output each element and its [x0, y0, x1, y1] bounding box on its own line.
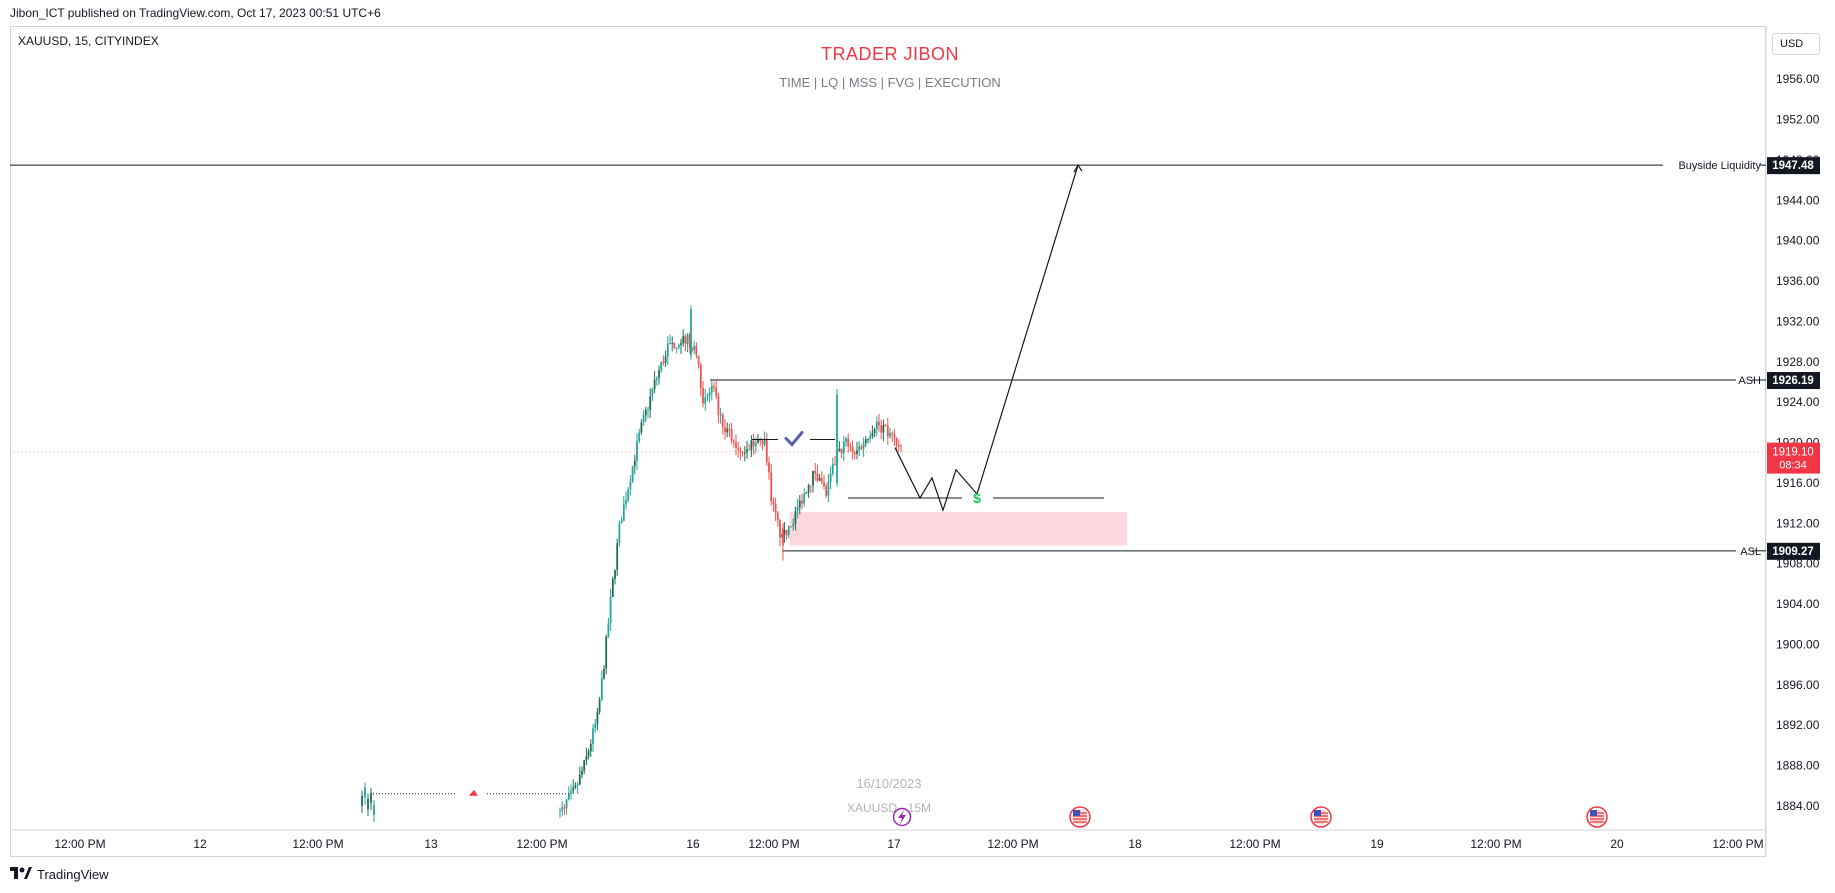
currency-selector[interactable]: USD: [1772, 33, 1820, 55]
price-tick-label: 1900.00: [1776, 637, 1820, 651]
price-tick-label: 1920.00: [1776, 436, 1820, 450]
price-tick-label: 1928.00: [1776, 355, 1820, 369]
price-tick-label: 1952.00: [1776, 113, 1820, 127]
price-tick-label: 1944.00: [1776, 193, 1820, 207]
price-tick-label: 1948.00: [1776, 153, 1820, 167]
level-price-tag: [1767, 542, 1820, 560]
price-tick-label: 1916.00: [1776, 476, 1820, 490]
price-tick-label: 1912.00: [1776, 516, 1820, 530]
level-price-label: 1926.19: [1772, 375, 1814, 387]
level-price-label: 1947.48: [1772, 160, 1814, 172]
footer-brand-label: TradingView: [37, 867, 109, 882]
price-tick-label: 1932.00: [1776, 314, 1820, 328]
footer-brand[interactable]: TradingView: [10, 867, 109, 882]
price-tick-label: 1904.00: [1776, 597, 1820, 611]
publish-header: Jibon_ICT published on TradingView.com, …: [10, 6, 381, 20]
price-tick-label: 1884.00: [1776, 799, 1820, 813]
level-price-tag: [1767, 372, 1820, 390]
chart-title: TRADER JIBON: [820, 44, 959, 64]
price-tick-label: 1896.00: [1776, 678, 1820, 692]
level-price-label: 1909.27: [1772, 546, 1814, 558]
price-tick-label: 1892.00: [1776, 718, 1820, 732]
price-tick-label: 1888.00: [1776, 759, 1820, 773]
countdown-label: 08:34: [1779, 460, 1807, 472]
price-axis: 1956.00 1952.00 1948.00 1944.00 1940.00 1936.…: [1776, 72, 1820, 813]
symbol-label: XAUUSD, 15, CITYINDEX: [18, 34, 159, 48]
chart-frame: [10, 26, 1766, 857]
price-tick-label: 1924.00: [1776, 395, 1820, 409]
level-price-tag: [1767, 157, 1820, 175]
tradingview-logo-icon: [10, 867, 32, 882]
current-price-tag: [1767, 442, 1820, 474]
price-tick-label: 1908.00: [1776, 557, 1820, 571]
price-tick-label: 1940.00: [1776, 234, 1820, 248]
current-price-label: 1919.10: [1772, 447, 1814, 459]
chart-subtitle: TIME | LQ | MSS | FVG | EXECUTION: [779, 75, 1001, 90]
price-tick-label: 1956.00: [1776, 72, 1820, 86]
price-tick-label: 1936.00: [1776, 274, 1820, 288]
